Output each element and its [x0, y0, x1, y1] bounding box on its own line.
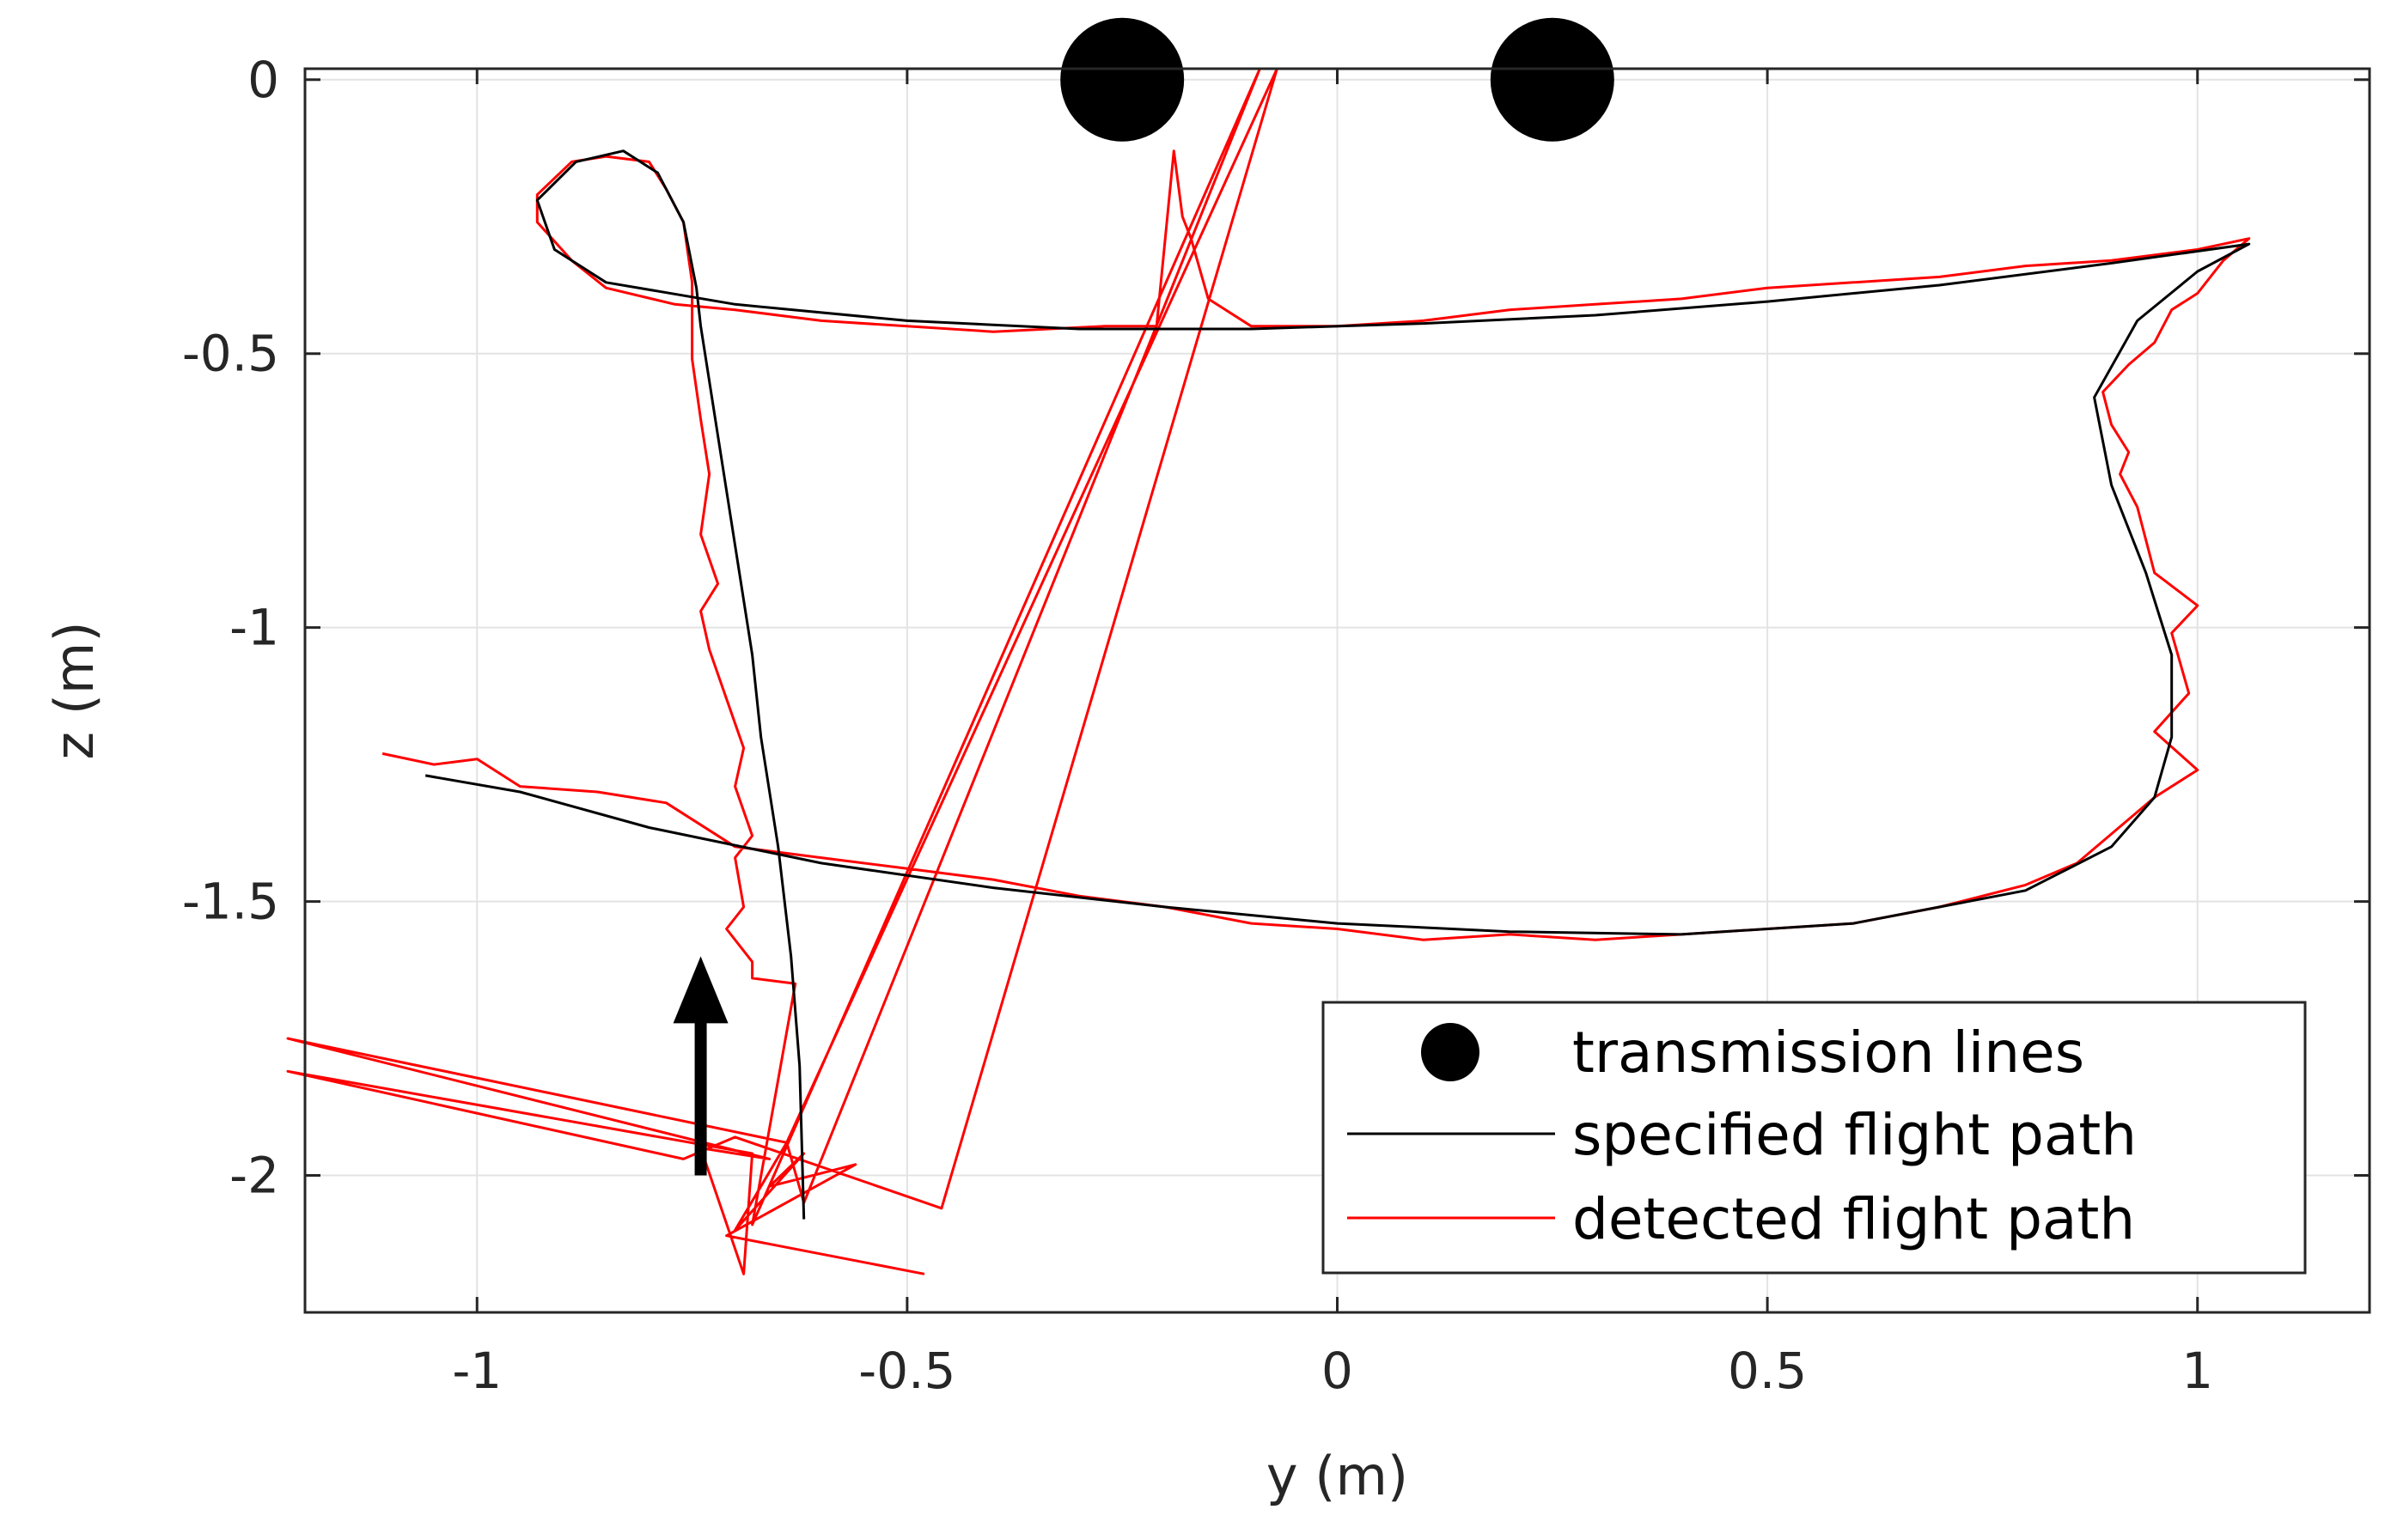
y-tick-label: -0.5 — [182, 325, 279, 383]
legend: transmission lines specified flight path… — [1321, 1001, 2307, 1275]
x-tick-label: 0 — [1321, 1342, 1353, 1400]
legend-label-specified: specified flight path — [1572, 1102, 2137, 1168]
legend-label-detected: detected flight path — [1572, 1186, 2135, 1252]
x-tick-label: -0.5 — [858, 1342, 955, 1400]
y-axis-title: z (m) — [43, 621, 106, 759]
y-axis-ticks: 0 -0.5 -1 -1.5 -2 — [182, 51, 2370, 1205]
x-tick-label: 0.5 — [1728, 1342, 1807, 1400]
arrow-head-icon — [673, 956, 729, 1024]
x-tick-label: -1 — [452, 1342, 502, 1400]
y-tick-label: 0 — [247, 51, 279, 109]
y-tick-label: -1.5 — [182, 873, 279, 931]
y-tick-label: -2 — [229, 1147, 279, 1205]
x-axis-ticks: -1 -0.5 0 0.5 1 — [452, 69, 2213, 1400]
legend-box — [1321, 1001, 2307, 1275]
transmission-line-marker — [1060, 17, 1185, 142]
x-tick-label: 1 — [2181, 1342, 2213, 1400]
specified-flight-path-line — [424, 149, 2251, 1220]
legend-label-transmission-lines: transmission lines — [1572, 1020, 2084, 1086]
transmission-line-marker — [1490, 17, 1614, 142]
y-tick-label: -1 — [229, 599, 279, 657]
legend-marker-transmission-lines — [1421, 1023, 1479, 1081]
axes-box — [303, 67, 2371, 1314]
x-axis-title: y (m) — [1266, 1445, 1408, 1507]
